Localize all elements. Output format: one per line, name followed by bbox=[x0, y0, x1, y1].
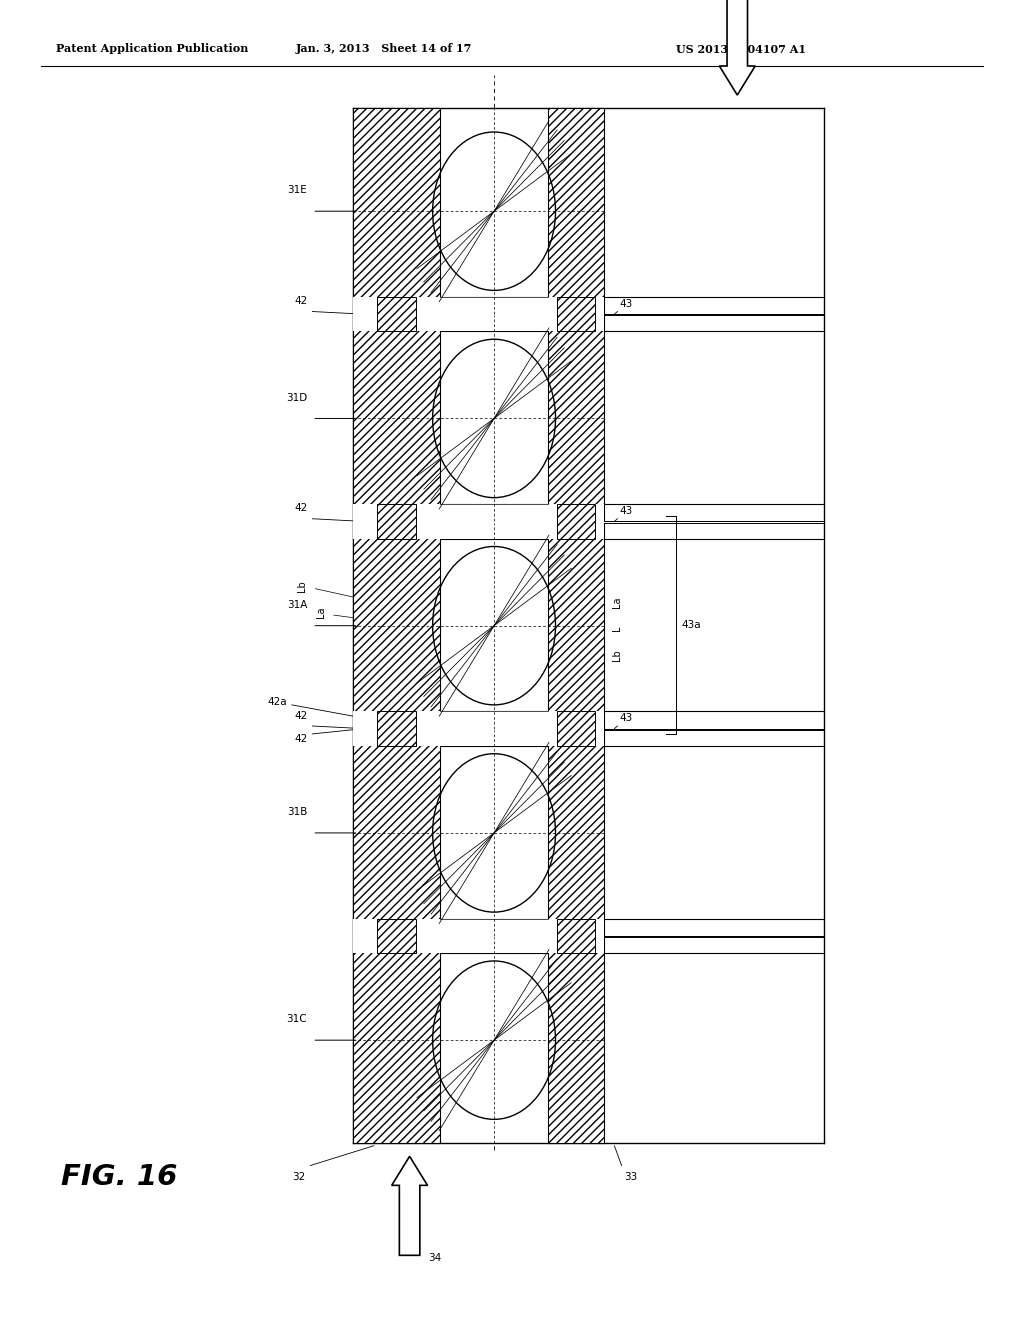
Bar bbox=[596, 297, 604, 331]
Bar bbox=[604, 523, 824, 729]
Text: 34: 34 bbox=[428, 1253, 441, 1263]
Bar bbox=[353, 711, 377, 746]
Bar bbox=[353, 523, 440, 729]
Bar bbox=[548, 297, 557, 331]
Text: 43a: 43a bbox=[681, 620, 700, 630]
Text: 31A: 31A bbox=[287, 599, 307, 610]
Text: 43: 43 bbox=[620, 506, 633, 516]
Text: 31D: 31D bbox=[286, 392, 307, 403]
Text: 42: 42 bbox=[294, 710, 307, 721]
Bar bbox=[440, 730, 548, 936]
Text: La: La bbox=[315, 607, 326, 618]
Bar bbox=[440, 711, 548, 746]
Bar bbox=[557, 504, 596, 539]
Text: 42: 42 bbox=[294, 734, 307, 744]
Bar bbox=[596, 919, 604, 953]
Text: 32: 32 bbox=[292, 1172, 305, 1183]
Bar bbox=[440, 919, 548, 953]
Bar bbox=[604, 108, 824, 314]
Bar bbox=[440, 937, 548, 1143]
Text: L: L bbox=[612, 626, 623, 631]
Bar bbox=[377, 711, 416, 746]
Text: 42: 42 bbox=[294, 503, 307, 513]
Text: 31B: 31B bbox=[287, 807, 307, 817]
Bar bbox=[548, 523, 604, 729]
Bar bbox=[416, 297, 440, 331]
Bar bbox=[548, 711, 557, 746]
Bar bbox=[548, 730, 604, 936]
Bar bbox=[604, 315, 824, 521]
Text: 42a: 42a bbox=[267, 697, 287, 708]
Bar bbox=[353, 937, 440, 1143]
Bar bbox=[440, 108, 548, 314]
Text: La: La bbox=[612, 597, 623, 607]
Bar bbox=[353, 919, 377, 953]
FancyArrow shape bbox=[719, 0, 755, 95]
Bar bbox=[548, 919, 557, 953]
Bar bbox=[440, 523, 548, 729]
Bar bbox=[353, 315, 440, 521]
Text: Lb: Lb bbox=[612, 649, 623, 660]
Bar bbox=[377, 504, 416, 539]
Bar bbox=[548, 315, 604, 521]
Bar bbox=[353, 108, 440, 314]
Bar bbox=[548, 108, 604, 314]
Bar bbox=[596, 711, 604, 746]
Text: 31E: 31E bbox=[288, 185, 307, 195]
Bar bbox=[557, 711, 596, 746]
Bar bbox=[557, 297, 596, 331]
Bar bbox=[440, 297, 548, 331]
Bar bbox=[377, 297, 416, 331]
Bar bbox=[377, 919, 416, 953]
Text: Lb: Lb bbox=[297, 581, 307, 591]
Bar bbox=[416, 919, 440, 953]
Bar bbox=[548, 504, 557, 539]
Bar bbox=[557, 919, 596, 953]
Bar bbox=[440, 315, 548, 521]
Bar bbox=[353, 730, 440, 936]
Bar bbox=[596, 504, 604, 539]
Bar bbox=[353, 504, 377, 539]
Bar bbox=[353, 297, 377, 331]
FancyArrow shape bbox=[391, 1156, 428, 1255]
Text: 33: 33 bbox=[625, 1172, 638, 1183]
Text: 42: 42 bbox=[294, 296, 307, 306]
Bar bbox=[416, 711, 440, 746]
Bar bbox=[440, 504, 548, 539]
Text: 31C: 31C bbox=[287, 1014, 307, 1024]
Text: US 2013/0004107 A1: US 2013/0004107 A1 bbox=[676, 44, 806, 54]
Text: Patent Application Publication: Patent Application Publication bbox=[56, 44, 249, 54]
Text: 43: 43 bbox=[620, 713, 633, 723]
Text: Jan. 3, 2013   Sheet 14 of 17: Jan. 3, 2013 Sheet 14 of 17 bbox=[296, 44, 472, 54]
Bar bbox=[604, 730, 824, 936]
Bar bbox=[548, 937, 604, 1143]
Bar bbox=[416, 504, 440, 539]
Text: FIG. 16: FIG. 16 bbox=[61, 1163, 178, 1192]
Text: 43: 43 bbox=[620, 298, 633, 309]
Bar bbox=[604, 937, 824, 1143]
